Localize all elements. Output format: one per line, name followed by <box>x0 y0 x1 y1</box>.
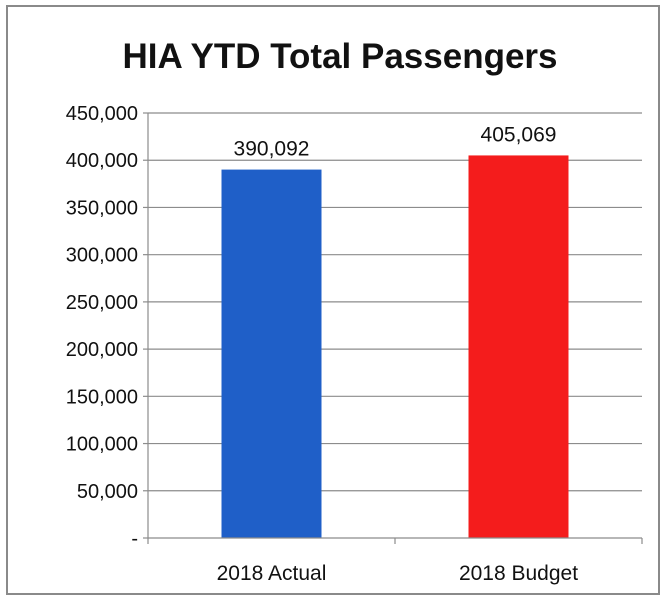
y-tick-label: - <box>131 528 138 550</box>
data-label: 390,092 <box>234 138 310 161</box>
y-tick-label: 300,000 <box>66 245 138 267</box>
x-category-label: 2018 Budget <box>459 562 578 585</box>
y-tick-label: 150,000 <box>66 386 138 408</box>
y-tick-label: 400,000 <box>66 150 138 172</box>
y-tick-label: 50,000 <box>77 481 138 503</box>
y-tick-label: 450,000 <box>66 103 138 125</box>
data-label: 405,069 <box>481 123 557 146</box>
y-tick-label: 100,000 <box>66 434 138 456</box>
bars: 390,092 405,069 <box>221 123 569 539</box>
chart-title: HIA YTD Total Passengers <box>122 37 557 76</box>
bar-2 <box>468 155 569 539</box>
x-axis: 2018 Actual 2018 Budget <box>147 537 643 585</box>
bar-1 <box>221 169 322 538</box>
y-tick-label: 200,000 <box>66 339 138 361</box>
y-axis: - 50,000 100,000 150,000 200,000 250,000 300,0… <box>66 103 149 550</box>
y-tick-label: 250,000 <box>66 292 138 314</box>
x-category-label: 2018 Actual <box>217 562 327 585</box>
y-tick-label: 350,000 <box>66 197 138 219</box>
